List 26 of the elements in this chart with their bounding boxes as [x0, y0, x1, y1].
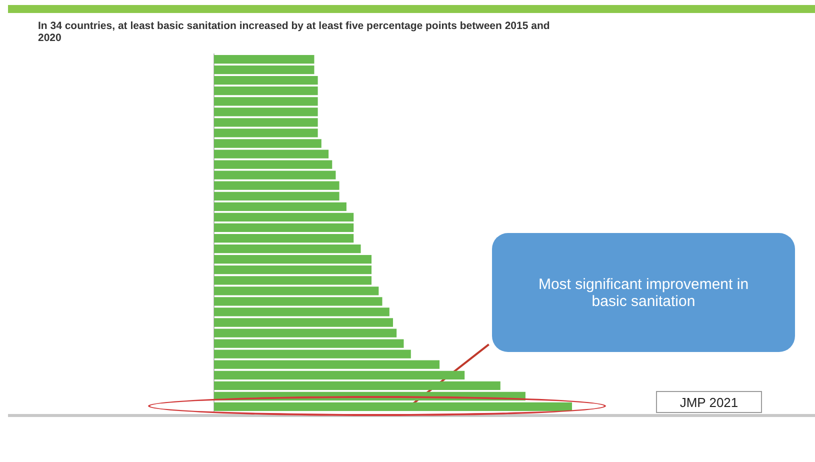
bar: [214, 212, 354, 222]
bar: [214, 192, 340, 200]
bar: [214, 244, 361, 254]
bar: [214, 108, 318, 116]
bar: [214, 276, 372, 285]
annotation: Most significant improvement in basic sanitation: [537, 276, 750, 310]
bar: [214, 255, 372, 264]
chart-title: In 34 countries, at least basic sanitation increased by at least five percentage points between 2015 and 2020: [38, 20, 551, 44]
bar: [214, 381, 500, 390]
bar: [214, 170, 336, 180]
bar: [214, 402, 572, 412]
bar: [214, 76, 318, 85]
bar: [214, 65, 314, 74]
bar: [214, 202, 346, 211]
bar: [214, 54, 314, 64]
bar: [214, 370, 465, 380]
bar: [214, 350, 411, 358]
bar: [214, 181, 340, 190]
bar: [214, 86, 318, 96]
text: JMP 2021: [656, 391, 762, 413]
bar: [214, 266, 372, 274]
bar: [214, 234, 354, 243]
bar: [214, 360, 440, 369]
bar: [214, 286, 379, 296]
bar: [214, 97, 318, 106]
bar: [214, 223, 354, 232]
